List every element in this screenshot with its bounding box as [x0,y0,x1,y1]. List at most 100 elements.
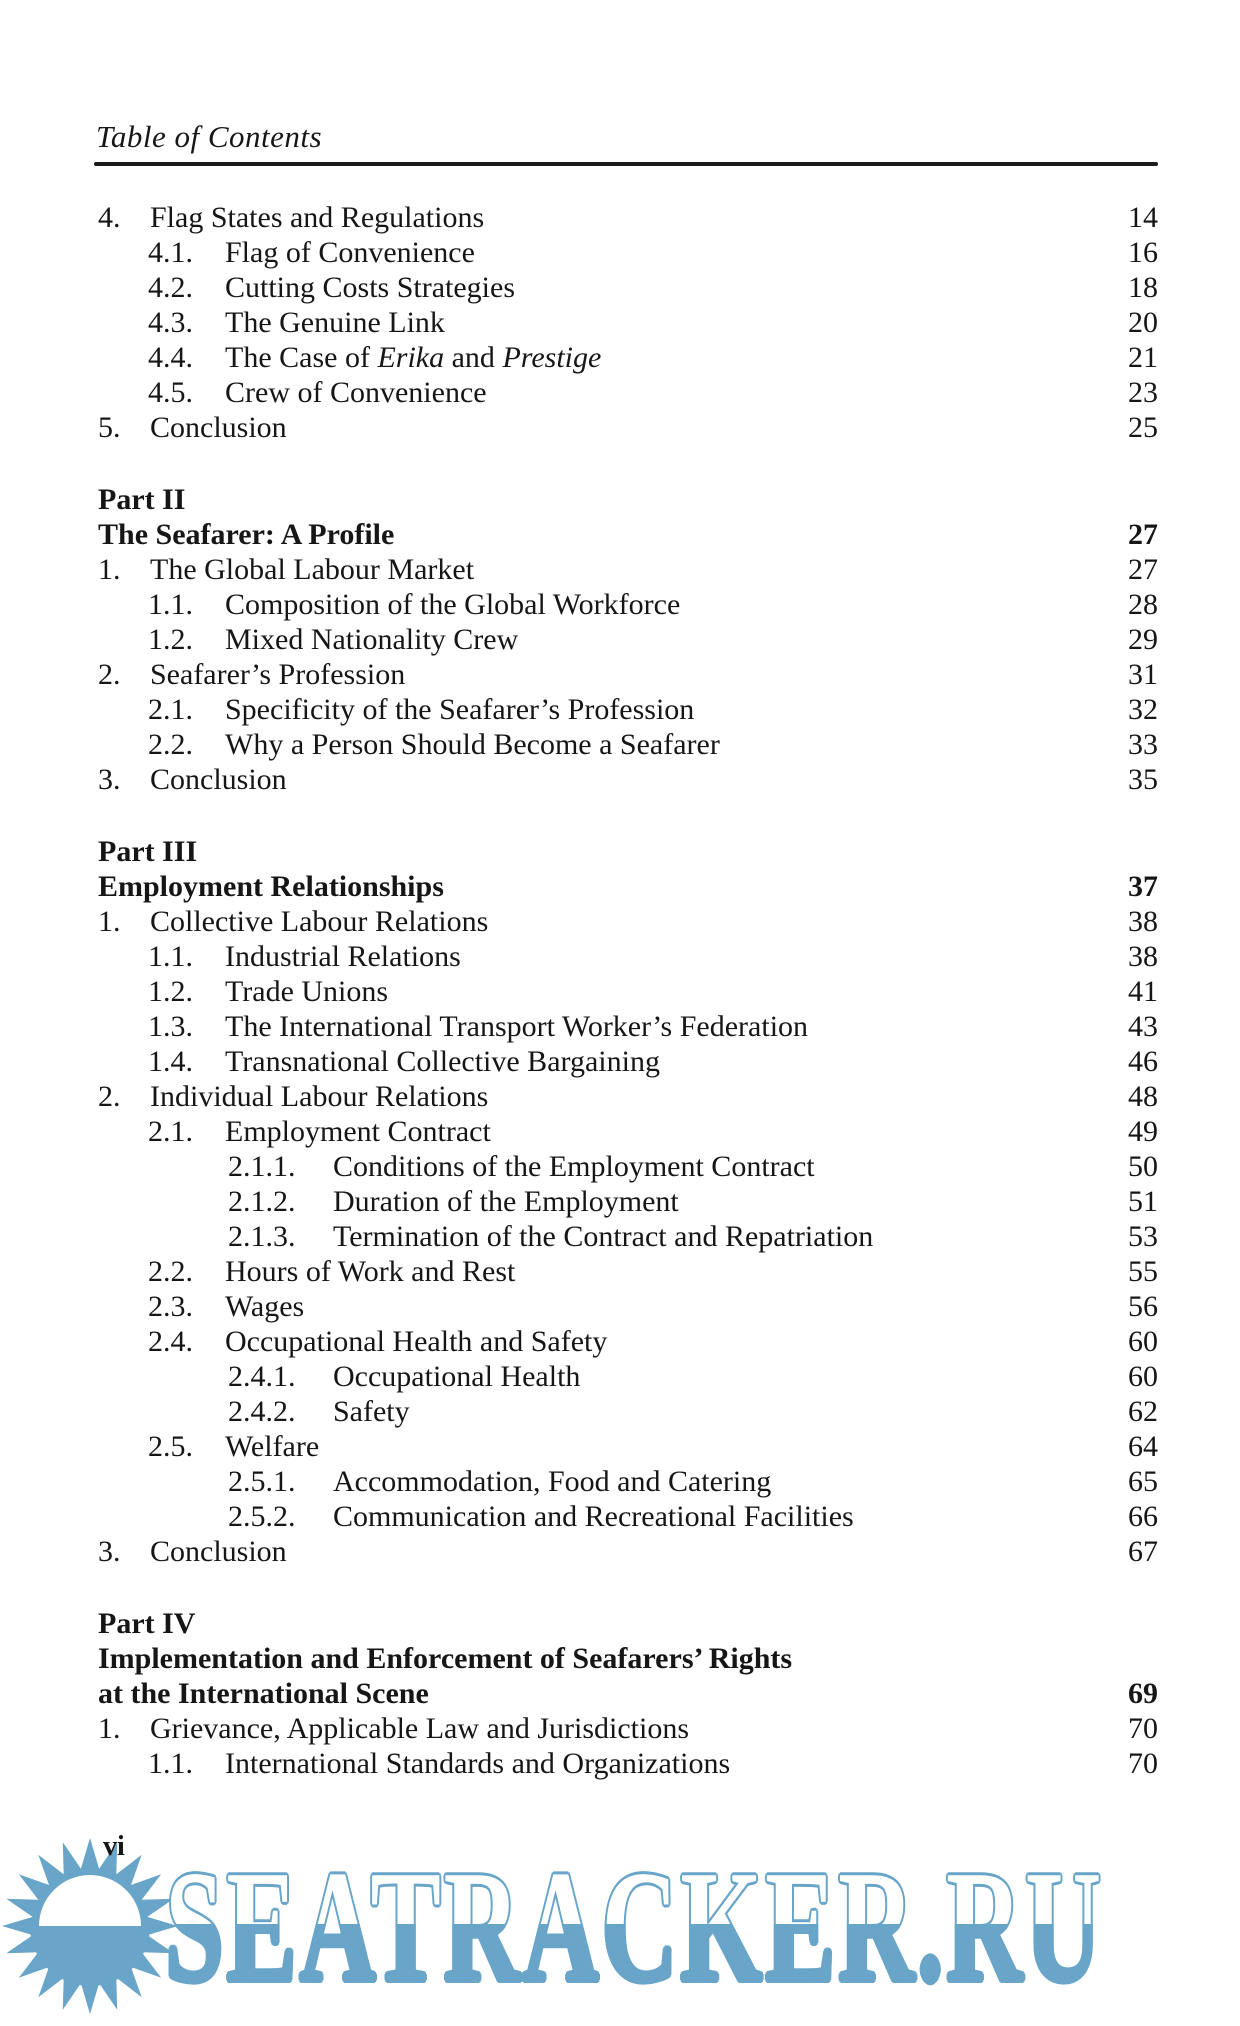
toc-entry: 2.3. Wages 56 [98,1289,1158,1324]
toc-entry-title: Transnational Collective Bargaining [225,1044,660,1079]
toc-entry-page: 67 [1128,1535,1158,1568]
toc-entry-page: 49 [1128,1115,1158,1148]
toc-entry-page: 38 [1128,940,1158,973]
toc-entry-page: 27 [1128,553,1158,586]
toc-entry: 1.1. Industrial Relations 38 [98,939,1158,974]
part-label: Part IV [98,1607,196,1640]
toc-entry-number: 1.2. [148,623,193,656]
part-page: 69 [1128,1677,1158,1710]
toc-entry: 2.1.2. Duration of the Employment 51 [98,1184,1158,1219]
toc-entry-title-part: Accommodation, Food and Catering [333,1465,772,1498]
toc-entry-title-part: The Genuine Link [225,306,445,339]
toc-entry-title-part: Hours of Work and Rest [225,1255,516,1288]
toc-entry-title: Seafarer’s Profession [150,657,405,692]
toc-entry-page: 66 [1128,1500,1158,1533]
toc-entry-title-part: The Case of [225,341,378,374]
toc-entry: 2.1.3. Termination of the Contract and Re… [98,1219,1158,1254]
toc-entry-number: 2.3. [148,1290,193,1323]
toc-entry-page: 38 [1128,905,1158,938]
section-gap [98,1569,1158,1606]
part-title: Employment Relationships [98,870,444,903]
toc-entry-title: Conclusion [150,410,287,445]
toc-entry-number: 2.1.2. [228,1185,296,1218]
toc-entry-number: 2.2. [148,728,193,761]
toc-entry-number: 4.3. [148,306,193,339]
toc-entry: 1.1. Composition of the Global Workforce 2… [98,587,1158,622]
toc-entry-page: 55 [1128,1255,1158,1288]
toc-entry: 2.2. Hours of Work and Rest 55 [98,1254,1158,1289]
toc-entry-title-part: Cutting Costs Strategies [225,271,516,304]
toc-entry: 4.2. Cutting Costs Strategies 18 [98,270,1158,305]
watermark-text-bottom-half: SEATRACKER.RU [165,1837,1104,2015]
toc-entry: 2.1. Specificity of the Seafarer’s Profes… [98,692,1158,727]
toc-entry-page: 41 [1128,975,1158,1008]
part-page: 37 [1128,870,1158,903]
toc-entry-page: 18 [1128,271,1158,304]
toc-entry-title: The Global Labour Market [150,552,474,587]
toc-entry-title-part: Individual Labour Relations [150,1080,489,1113]
toc-entry-page: 31 [1128,658,1158,691]
toc-entry-title: Wages [225,1289,304,1324]
toc-entry-title: Accommodation, Food and Catering [333,1464,771,1499]
toc-entry-number: 2.1.1. [228,1150,296,1183]
toc-entry: 4.1. Flag of Convenience 16 [98,235,1158,270]
toc-entry-page: 23 [1128,376,1158,409]
toc-entry-title: Termination of the Contract and Repatria… [333,1219,873,1254]
toc-entry-title: Flag of Convenience [225,235,475,270]
toc-entry-page: 53 [1128,1220,1158,1253]
toc-entry-title-part: Mixed Nationality Crew [225,623,519,656]
toc-entry-page: 20 [1128,306,1158,339]
toc-entry-title-part: Occupational Health [333,1360,581,1393]
page-title: Table of Contents [96,119,323,154]
watermark-text: SEATRACKER.RU [165,1837,1104,2015]
toc-entry: 2.4. Occupational Health and Safety 60 [98,1324,1158,1359]
part-title: Implementation and Enforcement of Seafar… [98,1642,793,1675]
watermark: SEATRACKER.RU SEATRACKER.RU [165,1834,1104,2018]
toc-entry: 4.5. Crew of Convenience 23 [98,375,1158,410]
toc-entry-page: 33 [1128,728,1158,761]
toc-entry-page: 51 [1128,1185,1158,1218]
part-title: The Seafarer: A Profile [98,518,395,551]
toc-entry-number: 4.1. [148,236,193,269]
toc-entry-page: 56 [1128,1290,1158,1323]
toc-entry-title-part: Composition of the Global Workforce [225,588,681,621]
toc-entry-number: 1.4. [148,1045,193,1078]
toc-entry-number: 4.5. [148,376,193,409]
toc-entry-title: International Standards and Organization… [225,1746,730,1781]
toc-entry-title-part: Specificity of the Seafarer’s Profession [225,693,695,726]
toc-entry-number: 1.3. [148,1010,193,1043]
toc-entry-title: Flag States and Regulations [150,200,484,235]
toc-entry-number: 1.1. [148,1747,193,1780]
toc-entry-page: 29 [1128,623,1158,656]
toc-entry-title-part: Duration of the Employment [333,1185,679,1218]
toc-entry-title: Conclusion [150,1534,287,1569]
toc-entry: 2.5.2. Communication and Recreational Fac… [98,1499,1158,1534]
toc-entry-number: 4. [98,201,121,234]
toc-entry-page: 14 [1128,201,1158,234]
toc-entry: 2.5. Welfare 64 [98,1429,1158,1464]
toc-entry-title: Conditions of the Employment Contract [333,1149,815,1184]
toc-entry-title-part: Flag of Convenience [225,236,475,269]
part-page: 27 [1128,518,1158,551]
toc-entry-number: 2.5. [148,1430,193,1463]
toc-entry-page: 70 [1128,1712,1158,1745]
toc-entry-number: 1.2. [148,975,193,1008]
toc-entry-title-part: Transnational Collective Bargaining [225,1045,660,1078]
part-title: Employment Relationships 37 [98,869,1158,904]
toc-entry-title: Conclusion [150,762,287,797]
toc-entry-title-part: The Global Labour Market [150,553,475,586]
toc-entry-title: Occupational Health [333,1359,580,1394]
toc-entry-title: Duration of the Employment [333,1184,679,1219]
part-label: Part II [98,482,1158,517]
part-label: Part II [98,483,186,516]
toc-entry: 2.1.1. Conditions of the Employment Contr… [98,1149,1158,1184]
header-rule [94,162,1158,166]
toc-entry-title-part: Flag States and Regulations [150,201,485,234]
toc-entry-page: 64 [1128,1430,1158,1463]
table-of-contents: 4. Flag States and Regulations 14 4.1. Flag … [98,200,1158,1781]
toc-entry: 2. Seafarer’s Profession 31 [98,657,1158,692]
toc-entry-number: 2.2. [148,1255,193,1288]
toc-entry-number: 2.5.1. [228,1465,296,1498]
toc-entry-title: The International Transport Worker’s Fed… [225,1009,808,1044]
toc-entry-number: 3. [98,763,121,796]
